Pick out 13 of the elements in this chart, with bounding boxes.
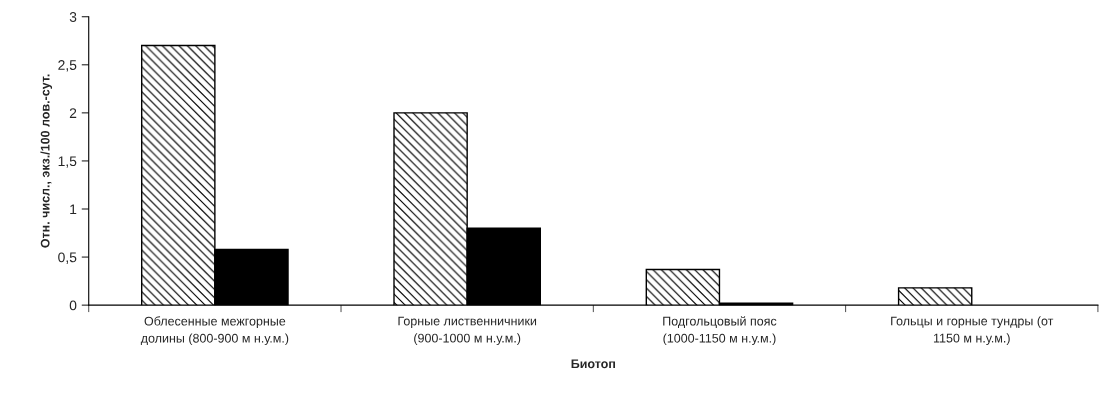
y-tick-label: 2: [69, 108, 77, 118]
x-tick-label: Облесенные межгорные долины (800-900 м н.у.м.): [140, 316, 289, 346]
y-tick-label: 0,5: [58, 252, 77, 264]
y-tick-label: 1: [70, 204, 77, 215]
y-tick-label: 2,5: [58, 60, 77, 72]
y-tick-label: 1,5: [58, 156, 77, 168]
x-tick-label: Гольцы и горные тундры (от 1150 м н.у.м.): [891, 316, 1054, 345]
x-tick-label: Горные лиственничники (900-1000 м н.у.м.): [398, 316, 537, 345]
x-axis-title: Биотоп: [571, 359, 616, 369]
x-tick-label: Подгольцовый пояс (1000-1150 м н.у.м.): [663, 316, 777, 346]
y-tick-label: 0: [69, 300, 77, 311]
y-tick-label: 3: [69, 12, 77, 22]
y-axis-title: Отн. числ., экз./100 лов.-сут.: [40, 74, 53, 248]
